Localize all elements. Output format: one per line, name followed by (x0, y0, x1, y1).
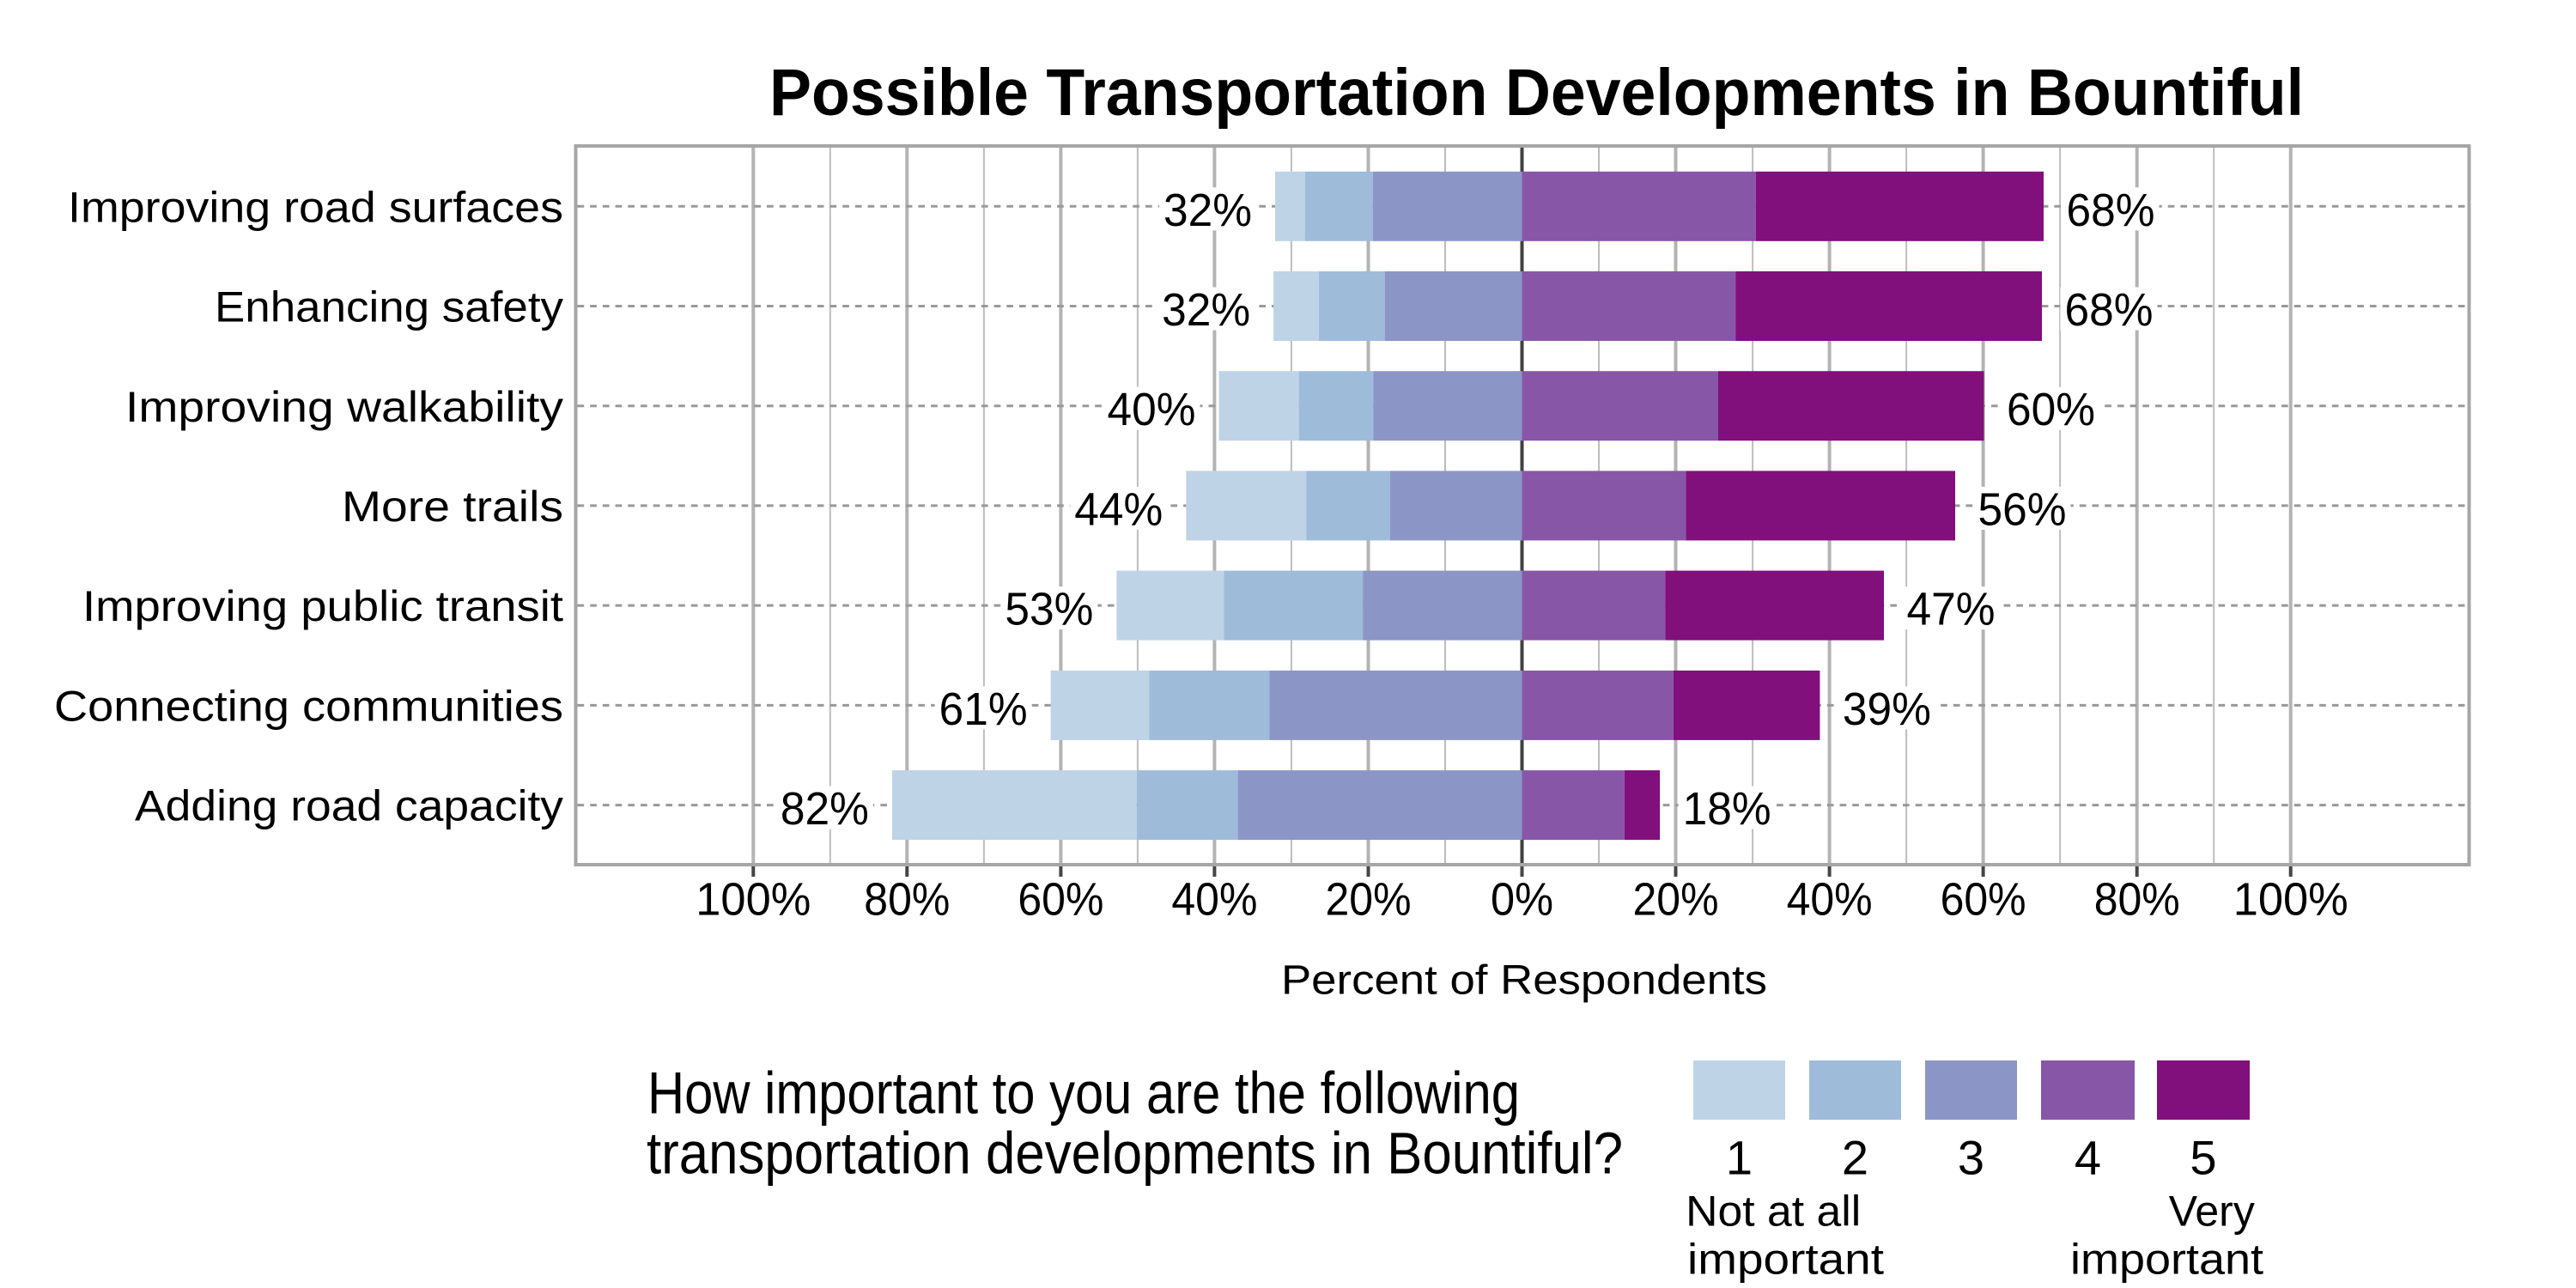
svg-text:transportation developments in: transportation developments in Bountiful… (647, 1121, 1623, 1187)
svg-text:important: important (2070, 1236, 2263, 1284)
svg-text:0%: 0% (1491, 874, 1553, 926)
svg-text:39%: 39% (1843, 683, 1931, 735)
svg-text:32%: 32% (1162, 284, 1250, 336)
svg-text:2: 2 (1842, 1131, 1868, 1185)
svg-text:68%: 68% (2067, 185, 2155, 236)
svg-text:56%: 56% (1978, 483, 2067, 535)
svg-text:Enhancing safety: Enhancing safety (215, 283, 563, 331)
svg-text:5: 5 (2190, 1131, 2216, 1185)
svg-text:61%: 61% (939, 683, 1028, 735)
svg-text:Improving walkability: Improving walkability (125, 383, 563, 431)
svg-text:1: 1 (1726, 1131, 1753, 1185)
svg-text:60%: 60% (2007, 384, 2095, 435)
svg-text:18%: 18% (1683, 783, 1771, 835)
svg-text:How important to you are the f: How important to you are the following (647, 1060, 1520, 1127)
svg-text:20%: 20% (1633, 874, 1719, 926)
svg-text:Possible Transportation Develo: Possible Transportation Developments in … (769, 56, 2304, 130)
svg-text:3: 3 (1958, 1131, 1984, 1185)
svg-text:Improving public transit: Improving public transit (82, 582, 563, 630)
svg-text:68%: 68% (2065, 284, 2154, 336)
svg-text:47%: 47% (1907, 584, 1996, 635)
svg-text:53%: 53% (1005, 584, 1093, 635)
svg-text:Percent of Respondents: Percent of Respondents (1281, 958, 1767, 1004)
svg-text:100%: 100% (2233, 874, 2348, 926)
svg-text:100%: 100% (696, 874, 811, 926)
svg-text:40%: 40% (1171, 874, 1257, 926)
svg-text:20%: 20% (1326, 874, 1412, 926)
svg-text:80%: 80% (2094, 874, 2180, 926)
svg-text:Connecting communities: Connecting communities (54, 683, 563, 731)
svg-text:80%: 80% (864, 874, 950, 926)
svg-text:More trails: More trails (342, 483, 563, 531)
svg-text:82%: 82% (781, 783, 869, 835)
svg-text:60%: 60% (1941, 874, 2026, 926)
svg-text:44%: 44% (1074, 483, 1163, 535)
svg-text:40%: 40% (1108, 384, 1196, 435)
svg-text:Adding road capacity: Adding road capacity (135, 782, 563, 830)
svg-text:4: 4 (2075, 1131, 2101, 1185)
svg-text:32%: 32% (1163, 185, 1252, 236)
svg-text:40%: 40% (1787, 874, 1873, 926)
svg-text:60%: 60% (1018, 874, 1103, 926)
svg-text:Very: Very (2169, 1188, 2255, 1236)
svg-text:Improving road surfaces: Improving road surfaces (68, 183, 563, 231)
svg-text:important: important (1687, 1236, 1884, 1284)
svg-text:Not at all: Not at all (1686, 1188, 1861, 1236)
